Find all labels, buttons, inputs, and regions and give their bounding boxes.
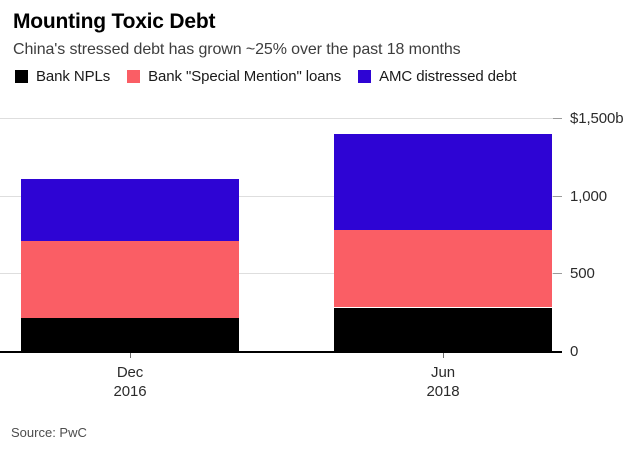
y-axis-label: 1,000 <box>570 187 608 205</box>
x-axis-label-line: Jun <box>431 364 455 381</box>
bar-segment <box>21 318 239 351</box>
bar-segment <box>334 307 552 351</box>
x-axis-tick <box>130 352 131 358</box>
legend-swatch-icon <box>358 69 372 83</box>
gridline <box>0 195 562 197</box>
bar-segment <box>21 178 239 241</box>
legend-label: AMC distressed debt <box>379 67 517 85</box>
y-axis-label: 0 <box>570 343 579 360</box>
chart-title: Mounting Toxic Debt <box>13 10 216 33</box>
x-axis-label: Dec 2016 <box>70 363 190 401</box>
y-axis-label: 500 <box>570 265 595 283</box>
x-axis-label-line: 2016 <box>113 383 147 400</box>
gridline <box>0 273 562 275</box>
bar-segment <box>334 133 552 230</box>
y-axis-tick <box>553 273 562 275</box>
x-axis-line <box>0 351 562 353</box>
chart-subtitle: China's stressed debt has grown ~25% ove… <box>13 41 461 58</box>
bar-segment <box>21 240 239 319</box>
legend-label: Bank "Special Mention" loans <box>148 67 342 85</box>
legend-item: Bank "Special Mention" loans <box>127 68 341 85</box>
legend-swatch-icon <box>15 69 28 83</box>
x-axis-label-line: 2018 <box>426 383 460 400</box>
y-axis-tick <box>553 118 562 119</box>
x-axis-label-line: Dec <box>116 364 144 381</box>
y-axis-label: $1,500b <box>570 110 624 127</box>
x-axis-tick <box>443 352 444 358</box>
y-axis-tick <box>553 195 562 197</box>
x-axis-label: Jun 2018 <box>383 363 503 401</box>
legend-swatch-icon <box>127 69 141 83</box>
legend-item: Bank NPLs <box>15 68 110 85</box>
bar-segment <box>334 229 552 308</box>
gridline <box>0 118 562 119</box>
chart-legend: Bank NPLs Bank "Special Mention" loans AMC… <box>15 66 533 86</box>
legend-item: AMC distressed debt <box>358 67 517 85</box>
legend-label: Bank NPLs <box>36 67 111 85</box>
source-note: Source: PwC <box>11 425 87 440</box>
